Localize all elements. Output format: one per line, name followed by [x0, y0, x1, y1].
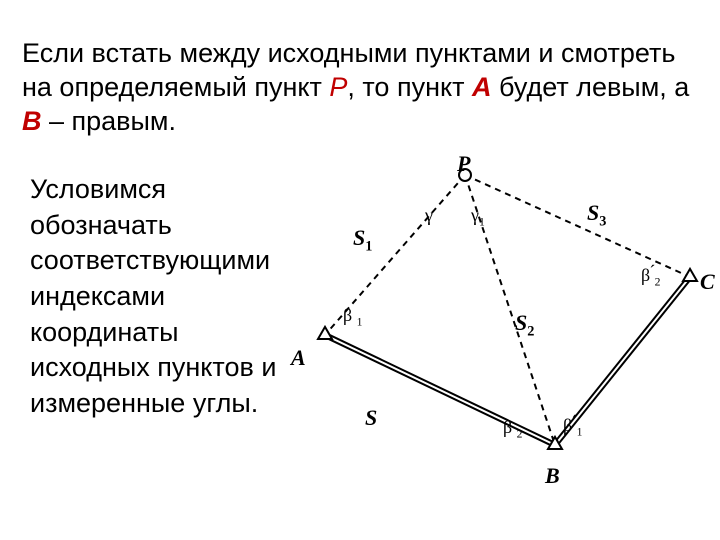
diagram-label-S3: S3 [587, 200, 606, 230]
intro-part3: будет левым, а [491, 72, 689, 102]
diagram-label-B: B [545, 463, 560, 489]
geometry-diagram: PABCS1S2S3Sγγ1β 1β 2β ́1β ́2 [295, 145, 715, 525]
intro-paragraph: Если встать между исходными пунктами и с… [22, 37, 700, 138]
diagram-label-S2: S2 [515, 310, 534, 340]
letter-P: Р [329, 72, 347, 102]
diagram-label-A: A [291, 345, 306, 371]
intro-part4: – правым. [42, 106, 177, 136]
diagram-label-S: S [365, 405, 377, 431]
side-paragraph: Условимся обозначать соответствующими ин… [30, 172, 300, 421]
intro-part2: , то пункт [347, 72, 472, 102]
diagram-label-gamma1: γ1 [471, 205, 485, 229]
diagram-label-gamma: γ [425, 205, 433, 226]
letter-B: В [22, 106, 42, 136]
diagram-label-beta1: β 1 [343, 305, 363, 329]
diagram-label-P: P [457, 151, 470, 177]
diagram-label-C: C [700, 269, 715, 295]
diagram-label-S1: S1 [353, 225, 372, 255]
diagram-label-beta2p: β ́2 [641, 265, 661, 289]
diagram-svg [295, 145, 715, 525]
diagram-label-beta1p: β ́1 [563, 415, 583, 439]
letter-A: А [472, 72, 492, 102]
diagram-label-beta2: β 2 [503, 417, 523, 441]
